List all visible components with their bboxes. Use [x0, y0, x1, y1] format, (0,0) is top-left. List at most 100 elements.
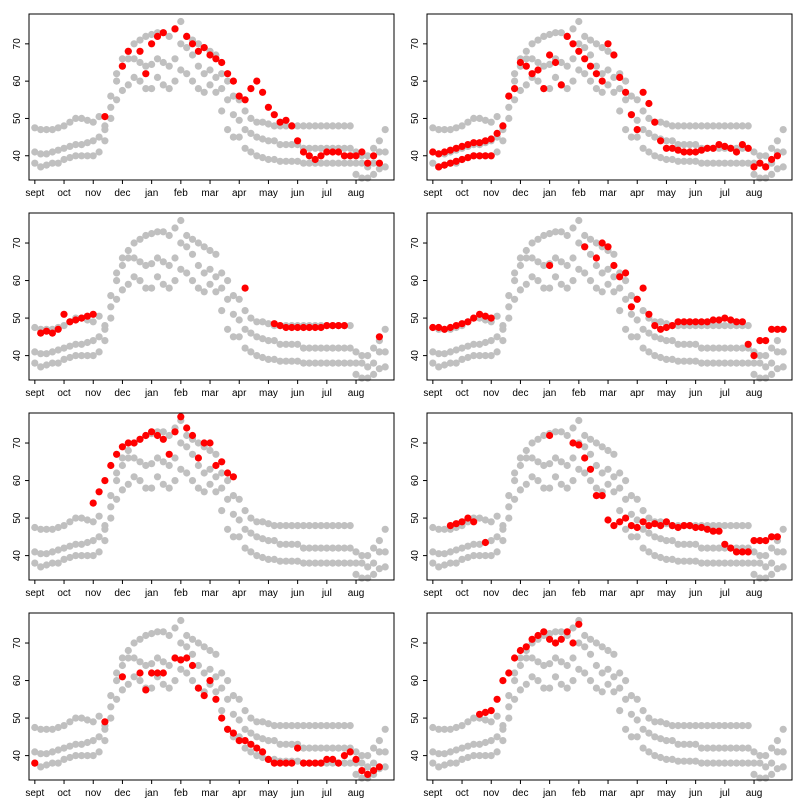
background-point — [229, 310, 237, 318]
background-point — [259, 518, 267, 526]
highlight-point — [89, 499, 97, 507]
background-point — [715, 559, 723, 567]
background-point — [470, 114, 478, 122]
highlight-point — [42, 327, 51, 335]
background-point — [334, 522, 343, 530]
background-point — [516, 454, 525, 462]
x-tick-label: aug — [348, 388, 365, 399]
y-tick-label: 70 — [12, 38, 23, 50]
background-point — [738, 159, 747, 167]
background-point — [779, 548, 787, 556]
background-point — [218, 269, 226, 277]
background-point — [37, 126, 45, 134]
background-point — [235, 295, 243, 303]
background-point — [177, 616, 185, 625]
background-point — [768, 359, 776, 367]
background-point — [259, 154, 267, 162]
background-point — [305, 722, 313, 730]
background-point — [370, 170, 378, 178]
background-point — [446, 348, 454, 356]
background-point — [83, 352, 91, 360]
highlight-point — [662, 323, 671, 332]
background-point — [183, 669, 191, 677]
highlight-point — [458, 518, 466, 526]
background-point — [235, 495, 243, 503]
highlight-point — [253, 77, 261, 85]
highlight-point — [305, 323, 313, 332]
background-point — [37, 550, 45, 558]
background-point — [31, 723, 39, 732]
background-point — [323, 522, 331, 530]
background-point — [540, 484, 548, 492]
background-point — [703, 159, 711, 167]
background-point — [586, 477, 595, 485]
highlight-point — [476, 310, 484, 318]
background-point — [259, 118, 267, 126]
background-point — [727, 359, 735, 367]
background-point — [493, 113, 501, 121]
background-point — [124, 446, 132, 455]
background-point — [212, 688, 220, 696]
background-point — [224, 695, 232, 703]
background-point — [95, 712, 103, 720]
background-point — [551, 254, 560, 262]
background-point — [674, 740, 682, 748]
background-point — [124, 654, 132, 662]
background-point — [340, 122, 348, 130]
background-point — [218, 85, 226, 93]
highlight-point — [645, 310, 653, 318]
highlight-point — [340, 322, 348, 330]
highlight-point — [756, 537, 764, 545]
highlight-point — [464, 318, 472, 326]
background-point — [692, 141, 700, 149]
highlight-point — [773, 325, 782, 333]
background-point — [171, 277, 179, 285]
background-point — [703, 759, 711, 767]
background-point — [299, 159, 308, 167]
highlight-point — [229, 77, 237, 85]
background-point — [340, 544, 348, 552]
background-point — [616, 707, 624, 715]
background-point — [680, 540, 688, 548]
highlight-point — [499, 677, 507, 685]
background-point — [299, 359, 308, 367]
background-point — [692, 540, 700, 548]
highlight-point — [768, 325, 776, 333]
highlight-point — [703, 318, 711, 326]
highlight-point — [610, 51, 618, 59]
background-point — [270, 337, 278, 345]
x-tick-label: apr — [630, 188, 645, 199]
background-point — [188, 235, 197, 243]
background-point — [200, 669, 208, 677]
background-point — [130, 639, 138, 647]
background-point — [709, 344, 717, 352]
highlight-point — [375, 159, 383, 167]
background-point — [241, 107, 249, 115]
background-point — [218, 307, 226, 315]
background-point — [551, 473, 560, 481]
background-point — [340, 759, 348, 767]
background-point — [113, 677, 121, 685]
background-point — [206, 480, 214, 488]
background-point — [668, 137, 676, 145]
background-point — [493, 333, 501, 341]
highlight-point — [592, 70, 601, 78]
background-point — [546, 284, 554, 292]
background-point — [346, 144, 354, 152]
highlight-point — [294, 137, 302, 145]
background-point — [546, 684, 554, 692]
x-tick-label: oct — [57, 788, 71, 799]
background-point — [153, 273, 162, 281]
background-point — [218, 484, 226, 492]
highlight-point — [738, 318, 747, 326]
background-point — [323, 559, 331, 567]
background-point — [546, 30, 554, 39]
highlight-point — [352, 152, 360, 160]
background-point — [446, 126, 454, 134]
background-point — [510, 277, 519, 285]
background-point — [346, 322, 354, 330]
background-point — [183, 443, 191, 451]
background-point — [95, 348, 103, 356]
background-point — [627, 692, 636, 700]
highlight-point — [317, 759, 325, 767]
